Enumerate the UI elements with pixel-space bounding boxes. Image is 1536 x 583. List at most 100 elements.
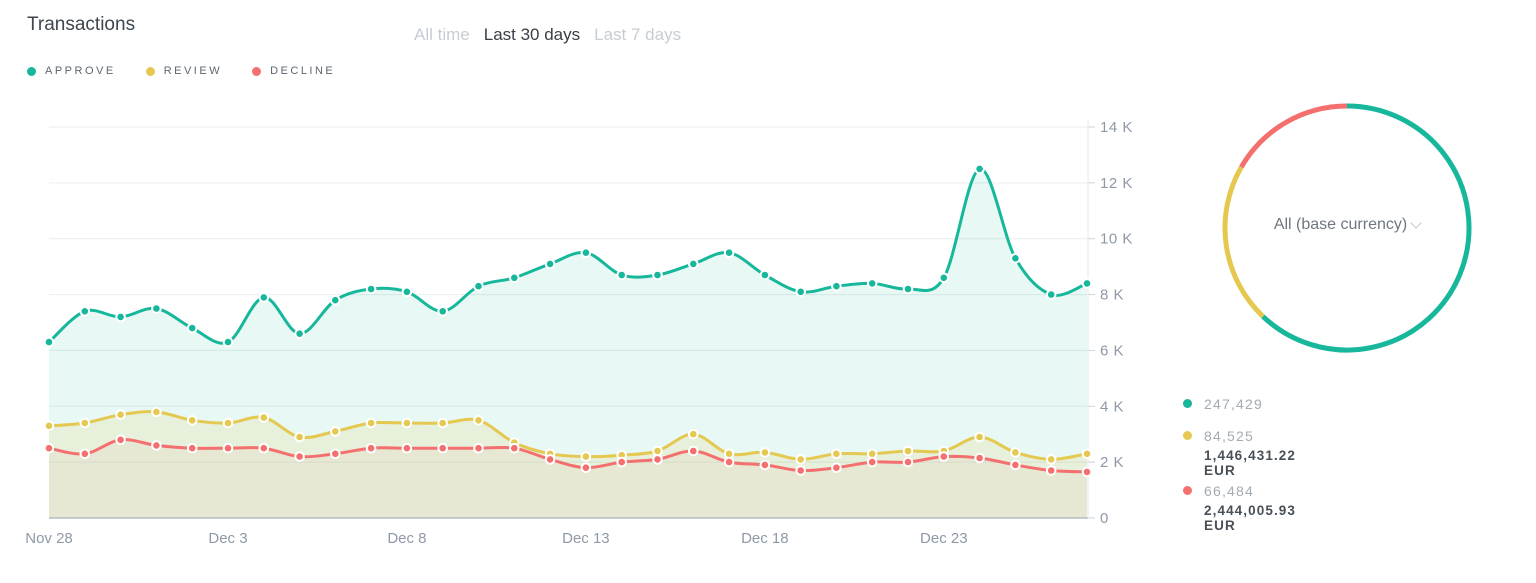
data-point-approve <box>79 306 91 317</box>
data-point-decline <box>616 456 628 468</box>
data-point-decline <box>866 456 878 468</box>
data-point-decline <box>151 440 162 451</box>
decline-dot-icon <box>1183 486 1192 495</box>
data-point-decline <box>365 442 377 454</box>
x-axis-label: Dec 8 <box>387 530 426 547</box>
data-point-approve <box>43 336 55 348</box>
x-axis-label: Dec 23 <box>920 530 968 547</box>
approve-count: 247,429 <box>1204 396 1264 412</box>
data-point-review <box>723 448 735 460</box>
data-point-approve <box>151 303 162 314</box>
data-point-approve <box>1081 278 1093 289</box>
currency-selector-label: All (base currency) <box>1273 216 1408 233</box>
decline-amount: 2,444,005.93 EUR <box>1204 503 1297 533</box>
area-fills <box>49 168 1087 518</box>
data-point-review <box>1081 448 1093 460</box>
data-point-approve <box>437 306 449 317</box>
time-range-tabs: All time Last 30 days Last 7 days <box>414 25 681 45</box>
decline-count: 66,484 <box>1204 483 1255 499</box>
tab-last-30-days[interactable]: Last 30 days <box>483 25 581 44</box>
data-point-review <box>115 409 126 421</box>
data-point-review <box>580 451 592 462</box>
data-point-decline <box>79 448 91 460</box>
y-axis-label: 0 <box>1100 510 1109 527</box>
data-point-review <box>79 417 91 429</box>
chevron-down-icon <box>1410 217 1422 229</box>
area-fill-approve <box>49 168 1087 518</box>
data-point-review <box>759 447 771 458</box>
x-axis-label: Dec 18 <box>741 530 789 547</box>
series-lines <box>47 167 1089 474</box>
data-point-review <box>652 445 663 457</box>
data-point-decline <box>902 456 914 468</box>
series-line-approve <box>47 167 1089 345</box>
data-point-review <box>43 420 55 432</box>
review-dot-icon <box>145 66 155 76</box>
data-point-decline <box>186 442 198 454</box>
x-axis-label: Dec 3 <box>208 530 247 547</box>
data-point-decline <box>974 452 985 464</box>
data-point-decline <box>723 456 735 468</box>
data-point-review <box>974 431 985 443</box>
data-point-decline <box>294 451 305 462</box>
legend-item-review[interactable]: REVIEW <box>145 65 223 77</box>
y-axis-label: 12 K <box>1100 175 1133 192</box>
tab-all-time[interactable]: All time <box>414 25 470 44</box>
donut-segment-approve <box>1261 103 1472 353</box>
data-point-decline <box>652 454 663 465</box>
legend-label: REVIEW <box>163 65 223 77</box>
data-point-decline <box>509 442 520 454</box>
data-point-review <box>401 417 413 429</box>
data-point-decline <box>1010 459 1021 471</box>
data-point-review <box>365 417 377 429</box>
currency-donut-chart <box>1222 103 1472 353</box>
data-point-review <box>186 415 198 426</box>
data-point-approve <box>688 258 699 270</box>
data-point-decline <box>437 442 449 454</box>
data-point-review <box>902 445 914 457</box>
data-point-approve <box>616 269 628 281</box>
y-axis-label: 14 K <box>1100 119 1133 136</box>
y-axis-label: 10 K <box>1100 231 1133 248</box>
y-axis-label: 2 K <box>1100 454 1124 471</box>
data-point-approve <box>294 328 305 340</box>
data-point-decline <box>580 462 592 474</box>
donut-segment-review <box>1222 165 1265 319</box>
data-point-review <box>795 454 807 465</box>
donut-segment-decline <box>1239 103 1347 169</box>
data-point-review <box>437 417 449 429</box>
y-axis-label: 4 K <box>1100 398 1124 415</box>
data-point-approve <box>115 311 126 323</box>
data-point-decline <box>544 454 556 465</box>
data-point-approve <box>795 286 807 298</box>
legend-item-approve[interactable]: APPROVE <box>27 65 116 77</box>
page-title: Transactions <box>27 14 136 35</box>
data-point-decline <box>938 451 950 462</box>
data-point-approve <box>723 247 735 258</box>
data-point-approve <box>258 292 270 303</box>
y-axis-label: 8 K <box>1100 287 1124 304</box>
data-point-approve <box>401 286 413 298</box>
data-point-review <box>258 412 270 423</box>
data-point-approve <box>974 163 985 175</box>
area-fill-decline <box>49 439 1087 518</box>
tab-last-7-days[interactable]: Last 7 days <box>594 25 682 44</box>
stat-row-approve: 247,429 <box>1183 396 1263 412</box>
data-point-decline <box>473 442 484 454</box>
data-point-decline <box>759 459 771 471</box>
data-point-review <box>688 428 699 440</box>
area-fill-review <box>49 411 1087 518</box>
data-point-decline <box>401 442 413 454</box>
data-point-approve <box>509 272 520 284</box>
approve-dot-icon <box>1183 399 1192 408</box>
data-point-review <box>1010 447 1021 458</box>
data-point-decline <box>115 434 126 446</box>
legend-item-decline[interactable]: DECLINE <box>252 65 335 77</box>
currency-selector-dropdown[interactable]: All (base currency) <box>1237 216 1457 234</box>
data-point-approve <box>580 247 592 258</box>
review-dot-icon <box>1183 431 1192 440</box>
review-count: 84,525 <box>1204 428 1255 444</box>
data-point-decline <box>1045 465 1057 476</box>
data-point-approve <box>473 280 484 292</box>
approve-dot-icon <box>27 66 36 76</box>
